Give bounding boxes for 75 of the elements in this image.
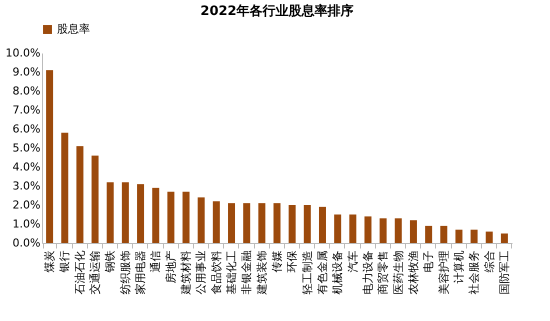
x-tick-label: 建筑材料 bbox=[180, 250, 193, 296]
x-tick-label: 医药生物 bbox=[392, 250, 405, 294]
x-tick-label: 基础化工 bbox=[225, 250, 238, 294]
bar bbox=[122, 182, 129, 243]
bar bbox=[274, 203, 280, 243]
x-tick-label: 纺织服饰 bbox=[118, 250, 132, 294]
y-tick-label: 1.0% bbox=[12, 218, 40, 230]
chart-title: 2022年各行业股息率排序 bbox=[200, 3, 354, 19]
legend-label: 股息率 bbox=[57, 22, 90, 36]
x-tick-label: 石油石化 bbox=[73, 250, 86, 294]
bar bbox=[288, 205, 296, 243]
x-tick-label: 社会服务 bbox=[468, 250, 481, 294]
bar bbox=[243, 203, 250, 243]
x-tick-label: 计算机 bbox=[452, 250, 466, 284]
y-tick-label: 4.0% bbox=[12, 160, 40, 174]
x-tick-label: 钢铁 bbox=[104, 250, 117, 274]
bar bbox=[394, 218, 402, 243]
x-tick-label: 农林牧渔 bbox=[406, 250, 420, 294]
x-tick-label: 轻工制造 bbox=[300, 250, 314, 294]
bar bbox=[334, 214, 342, 243]
bar bbox=[364, 216, 372, 243]
bar bbox=[228, 203, 236, 243]
x-tick-label: 家用电器 bbox=[134, 250, 148, 294]
bar bbox=[167, 192, 174, 243]
bar bbox=[455, 230, 462, 243]
bar bbox=[212, 201, 220, 243]
y-tick-label: 6.0% bbox=[12, 122, 40, 136]
x-tick-label: 煤炭 bbox=[43, 250, 56, 272]
bar bbox=[76, 146, 84, 243]
bar bbox=[61, 132, 68, 243]
x-tick-label: 综合 bbox=[482, 250, 496, 272]
x-tick-label: 建筑装饰 bbox=[255, 250, 268, 296]
x-tick-label: 美容护理 bbox=[437, 250, 450, 294]
bar bbox=[486, 232, 493, 243]
bar bbox=[258, 203, 266, 243]
bar bbox=[349, 214, 356, 243]
y-tick-label: 5.0% bbox=[12, 142, 40, 154]
y-tick-label: 0.0% bbox=[12, 236, 40, 250]
x-tick-label: 交通运输 bbox=[88, 250, 102, 294]
bar bbox=[152, 188, 160, 243]
x-tick-label: 传媒 bbox=[270, 250, 284, 272]
bar bbox=[500, 234, 508, 243]
x-tick-label: 公用事业 bbox=[194, 250, 208, 294]
bar bbox=[410, 220, 417, 243]
bar bbox=[440, 226, 448, 243]
y-tick-label: 7.0% bbox=[12, 104, 40, 116]
bar bbox=[425, 226, 432, 243]
y-tick-label: 2.0% bbox=[12, 198, 40, 212]
x-tick-label: 电力设备 bbox=[361, 250, 374, 294]
bar bbox=[304, 205, 311, 243]
x-tick-label: 商贸零售 bbox=[376, 250, 390, 294]
x-tick-label: 通信 bbox=[149, 250, 162, 272]
x-tick-label: 食品饮料 bbox=[210, 250, 223, 294]
x-tick-label: 机械设备 bbox=[331, 250, 344, 294]
bar bbox=[380, 218, 387, 243]
x-tick-label: 非银金融 bbox=[240, 250, 254, 294]
bar bbox=[470, 230, 478, 243]
x-tick-label: 国防军工 bbox=[498, 250, 511, 294]
y-tick-label: 10.0% bbox=[6, 46, 40, 60]
bar bbox=[137, 184, 144, 243]
x-tick-label: 电子 bbox=[422, 250, 436, 272]
y-tick-label: 3.0% bbox=[12, 180, 40, 192]
bar bbox=[106, 182, 114, 243]
x-tick-label: 银行 bbox=[58, 250, 72, 274]
bar bbox=[198, 197, 205, 243]
bar bbox=[182, 192, 190, 243]
x-tick-label: 有色金属 bbox=[316, 250, 329, 294]
bar bbox=[318, 206, 326, 243]
x-tick-label: 汽车 bbox=[346, 250, 360, 272]
x-tick-label: 环保 bbox=[286, 250, 299, 272]
y-tick-label: 8.0% bbox=[12, 84, 40, 98]
bar bbox=[92, 156, 99, 243]
y-tick-label: 9.0% bbox=[12, 66, 40, 78]
bar bbox=[46, 70, 54, 243]
x-tick-label: 房地产 bbox=[164, 250, 178, 284]
